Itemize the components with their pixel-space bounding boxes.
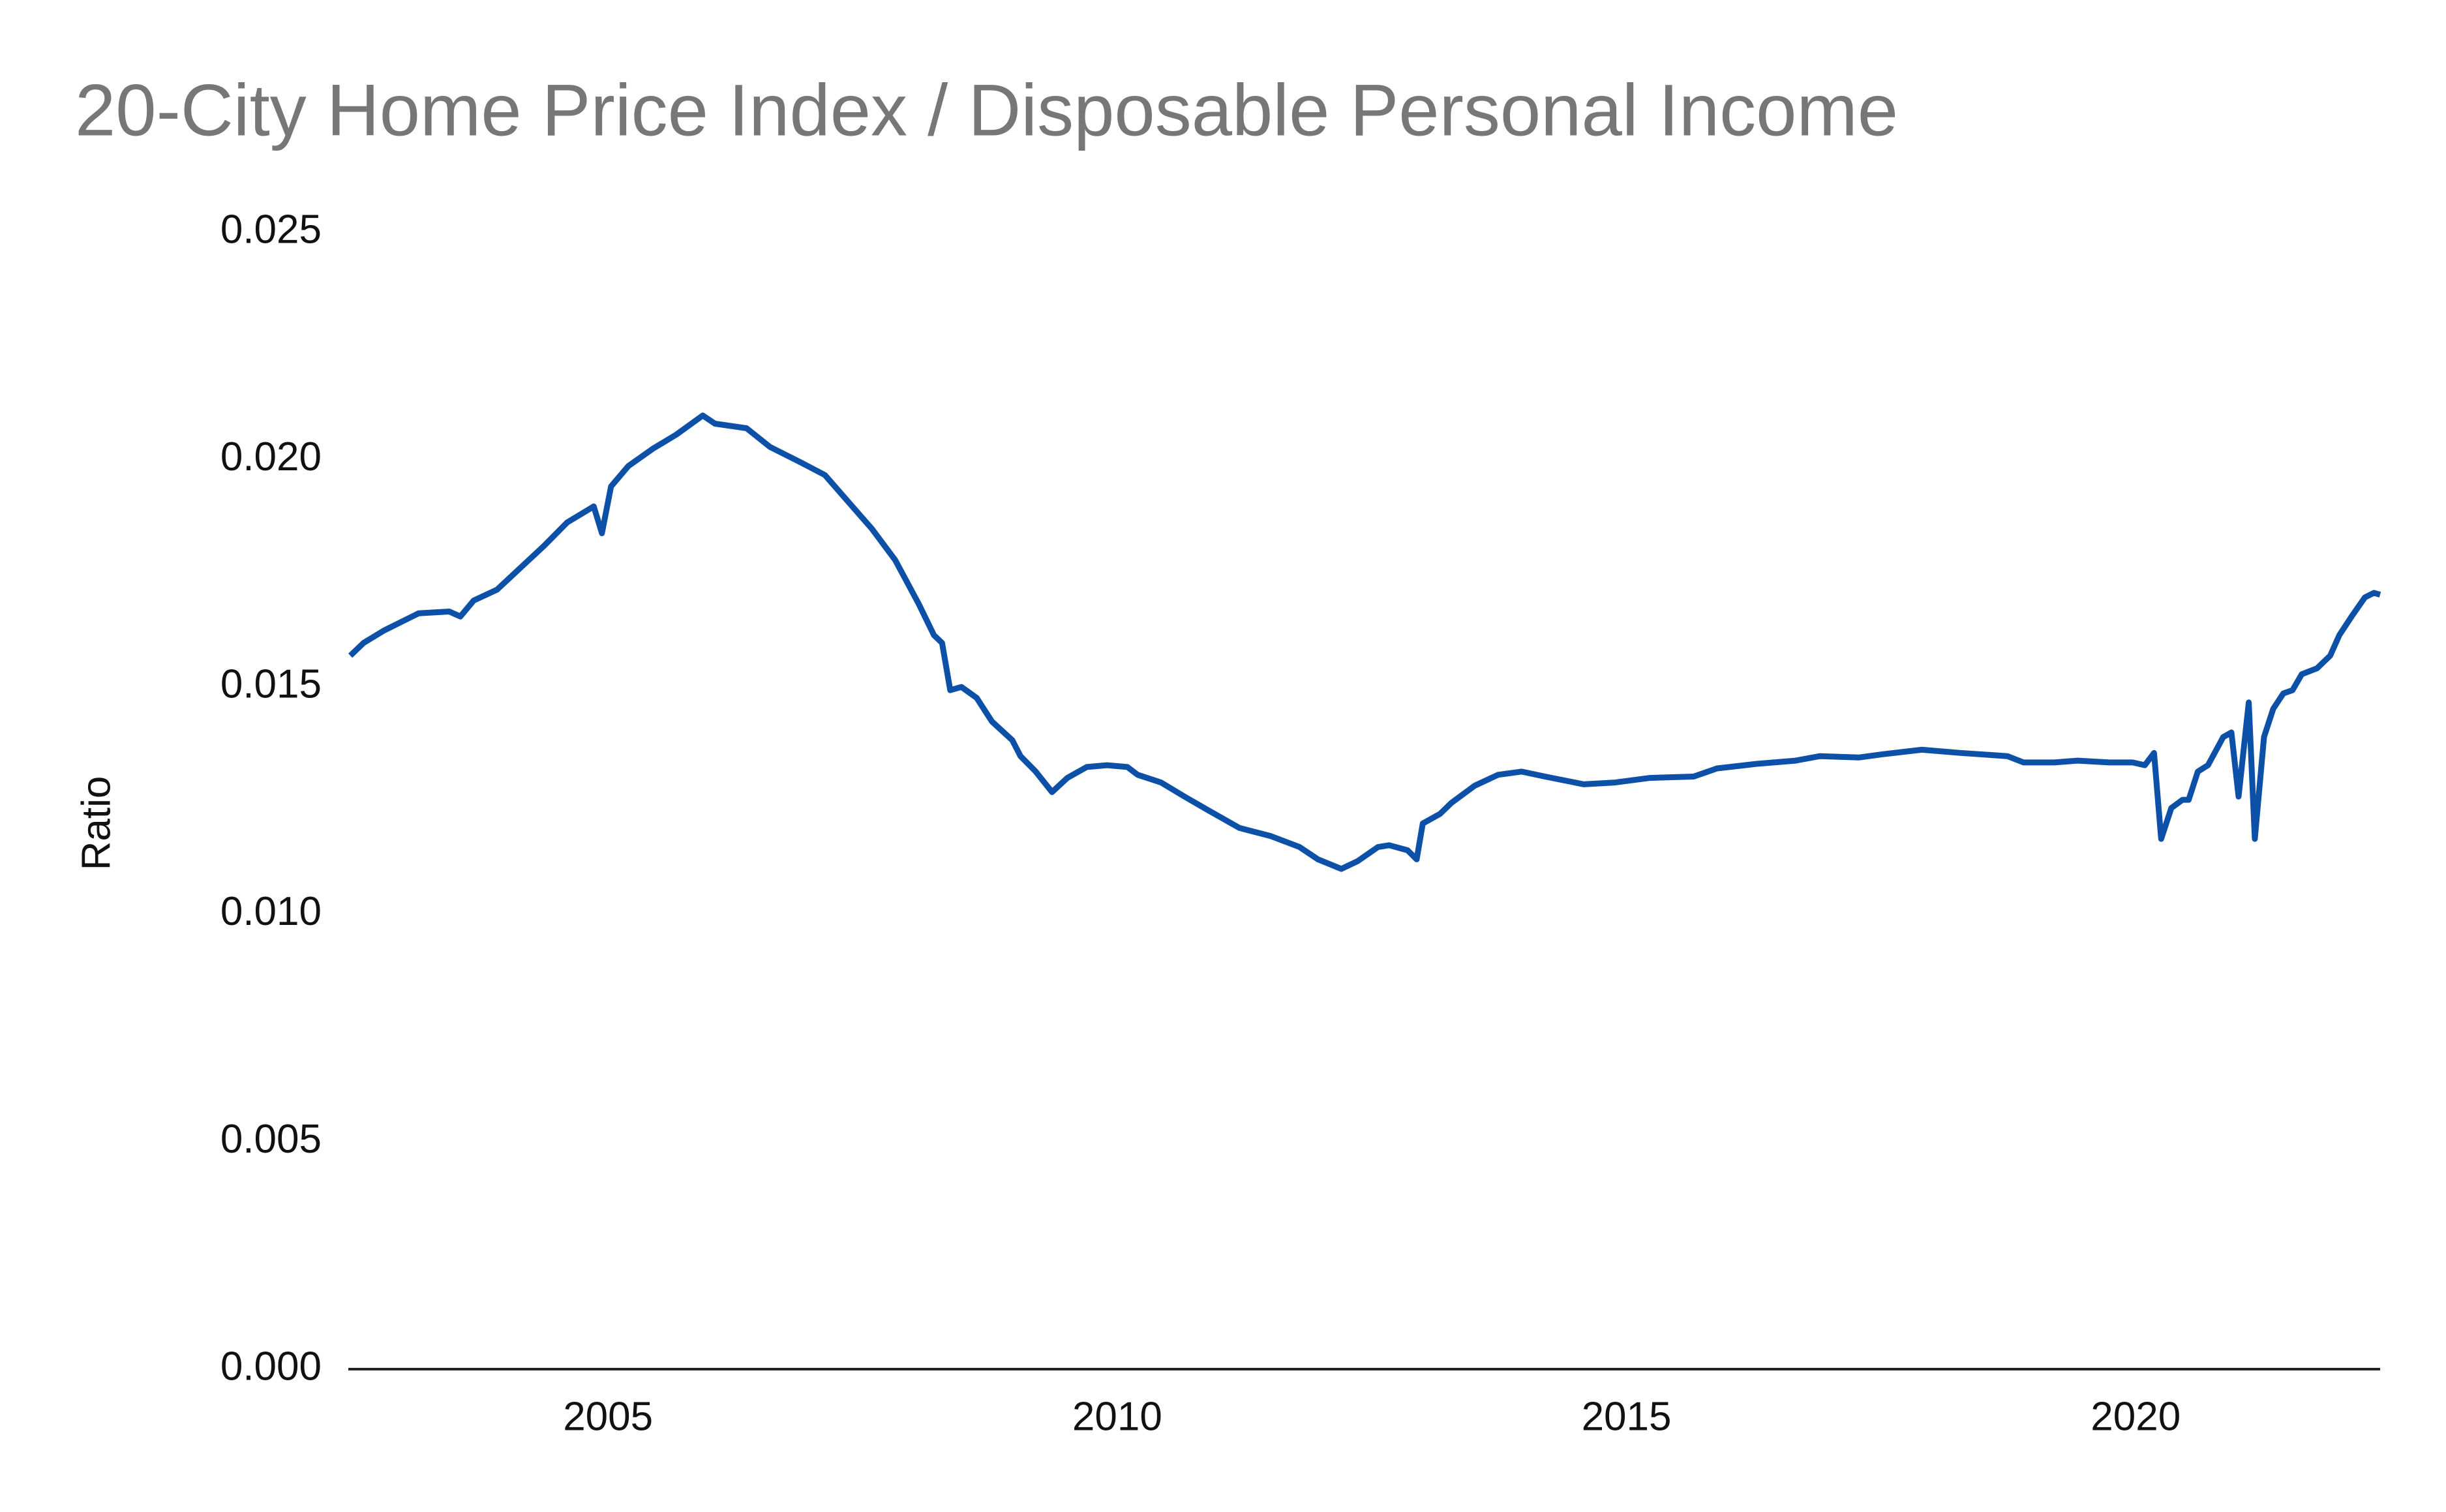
x-tick-label: 2020 — [2091, 1394, 2181, 1439]
y-tick-label: 0.015 — [220, 662, 322, 707]
x-tick-label: 2015 — [1582, 1394, 1672, 1439]
x-tick-label: 2005 — [563, 1394, 653, 1439]
y-tick-label: 0.020 — [220, 434, 322, 479]
y-tick-label: 0.010 — [220, 889, 322, 934]
y-tick-label: 0.000 — [220, 1344, 322, 1389]
y-tick-label: 0.005 — [220, 1117, 322, 1162]
data-line — [348, 412, 2381, 872]
y-tick-label: 0.025 — [220, 207, 322, 252]
y-axis-label: Ratio — [74, 776, 119, 871]
chart-title: 20-City Home Price Index / Disposable Pe… — [75, 70, 1898, 151]
x-tick-label: 2010 — [1072, 1394, 1162, 1439]
